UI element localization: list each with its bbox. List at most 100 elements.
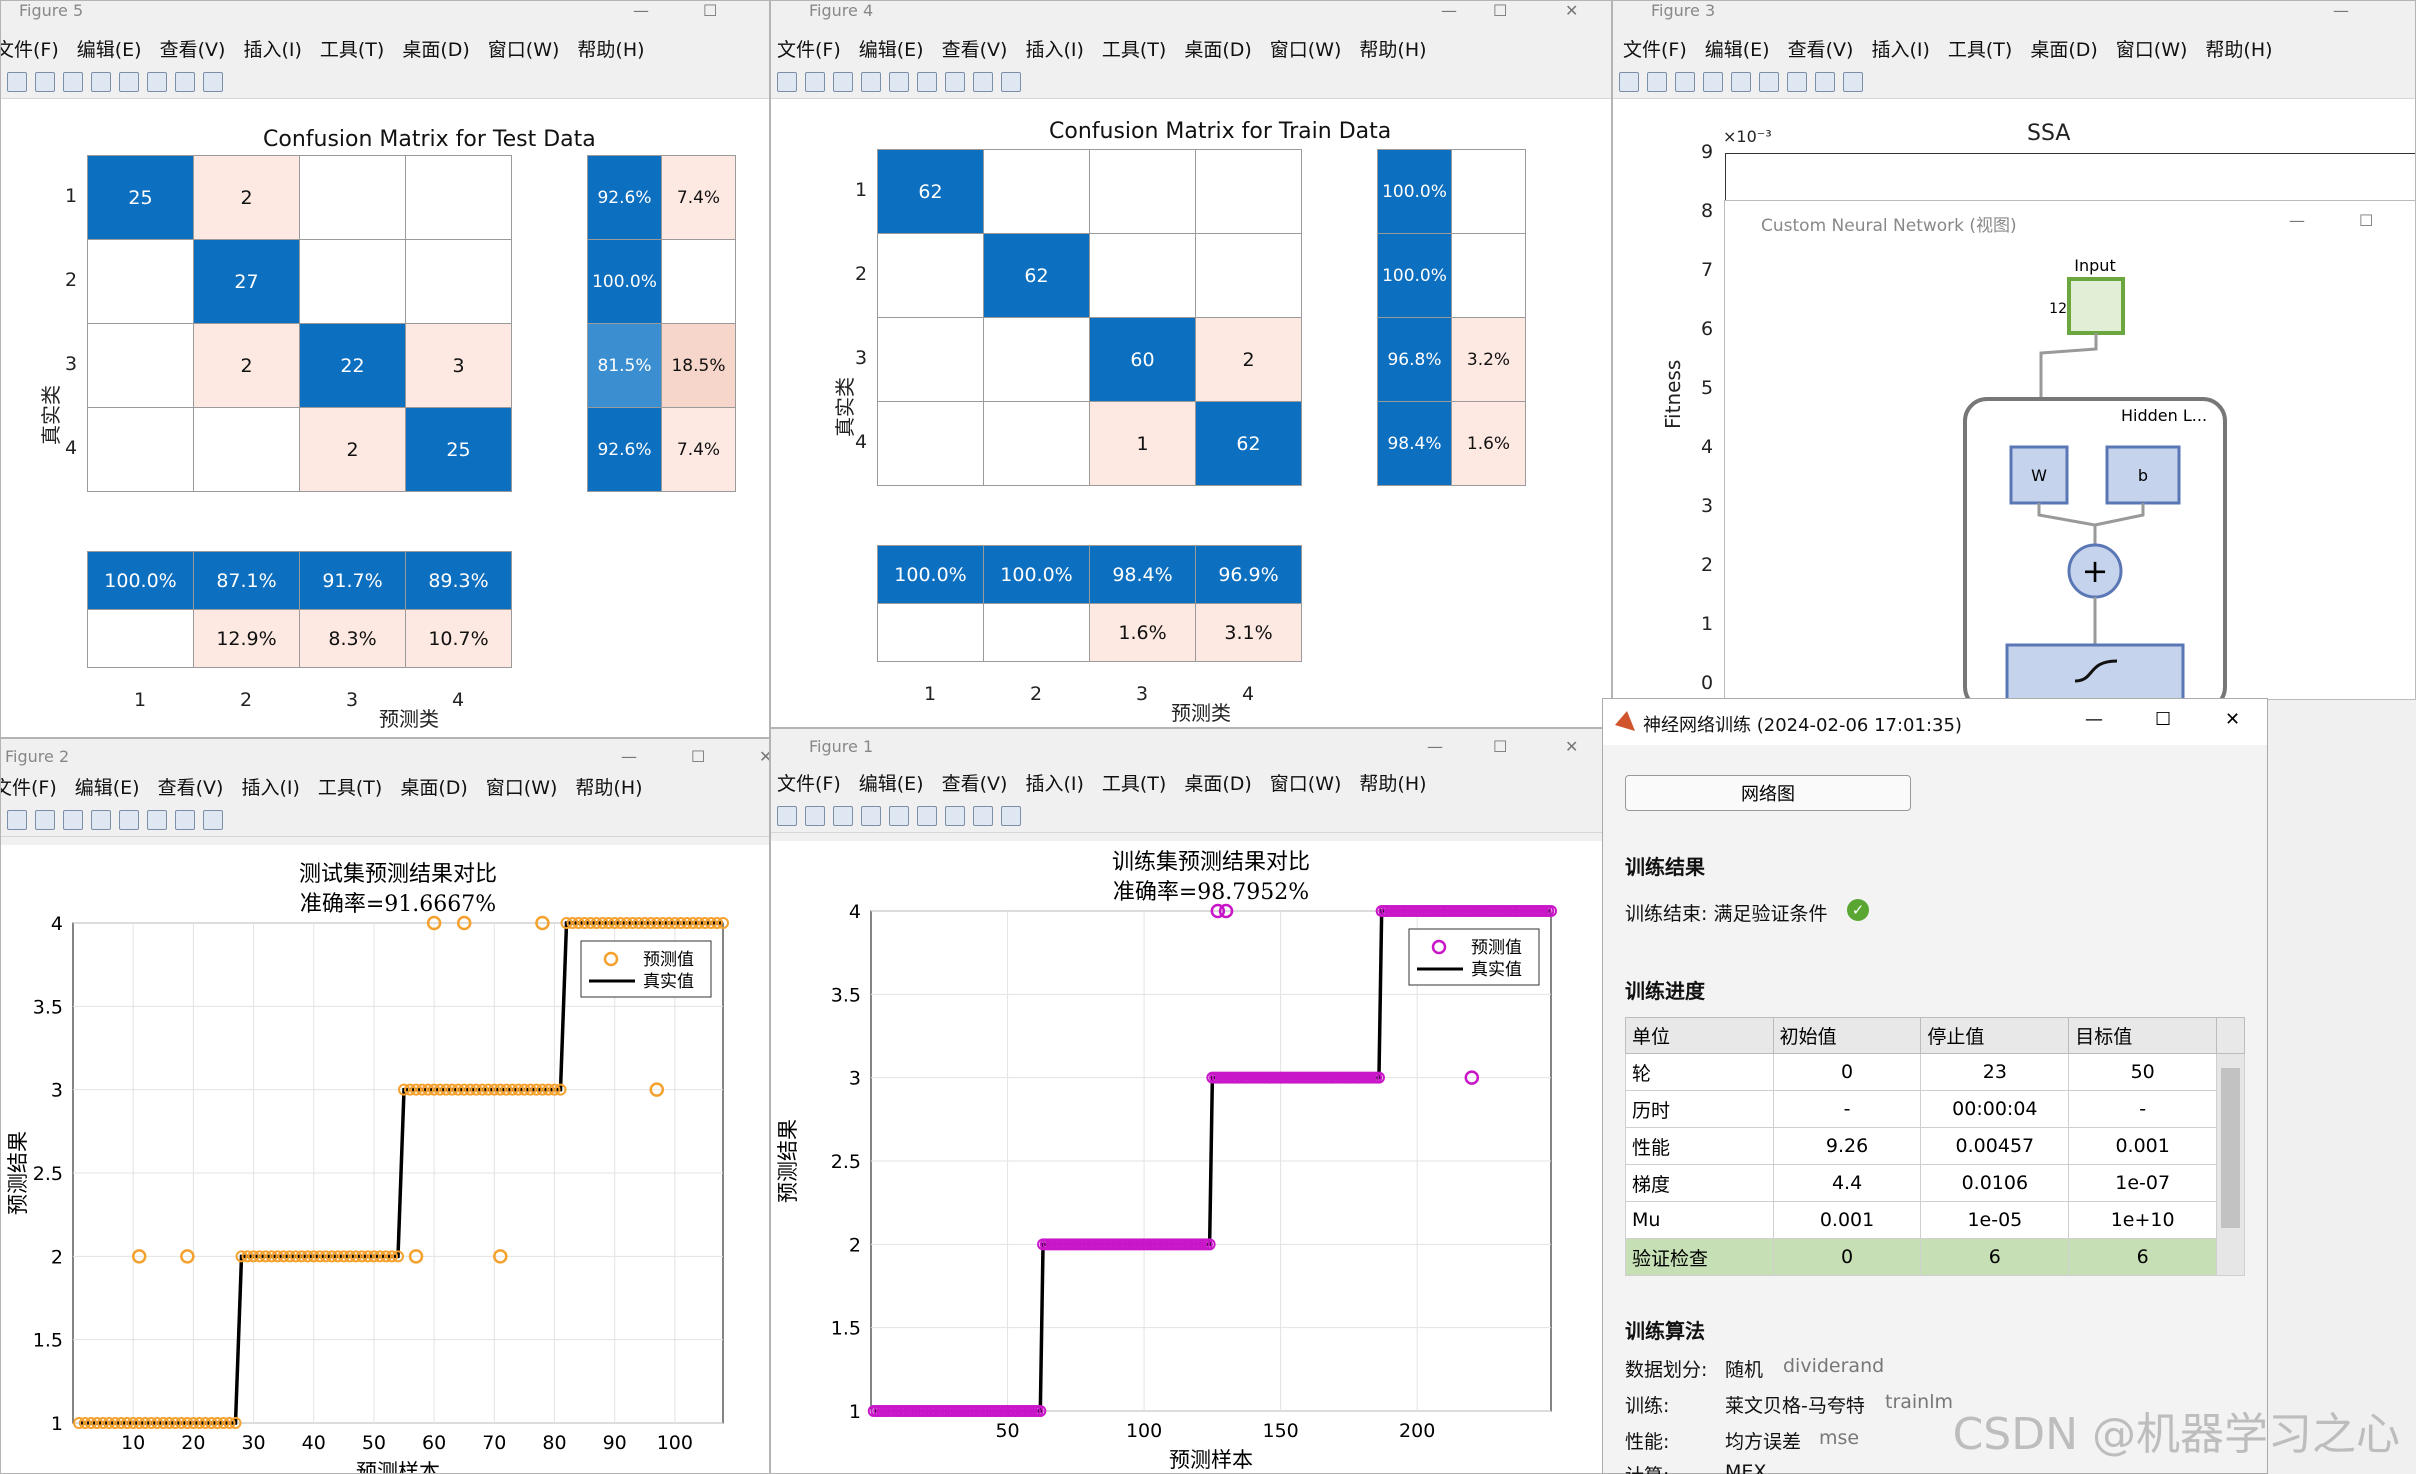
menu-edit[interactable]: 编辑(E) [858,772,924,795]
print-icon[interactable] [861,805,881,826]
pointer-icon[interactable] [175,71,195,92]
maximize-icon[interactable]: ☐ [703,1,718,20]
property-icon[interactable] [1001,805,1021,826]
link-icon[interactable] [91,809,111,830]
network-diagram-button[interactable]: 网络图 [1625,775,1911,811]
menu-file[interactable]: 文件(F) [1623,38,1687,61]
menu-edit[interactable]: 编辑(E) [74,776,140,799]
close-icon[interactable]: ✕ [2225,709,2241,730]
menu-desktop[interactable]: 桌面(D) [1184,38,1252,61]
scrollbar-thumb[interactable] [2221,1068,2240,1228]
property-icon[interactable] [1843,71,1863,92]
legend-icon[interactable] [147,71,167,92]
legend-icon[interactable] [147,809,167,830]
maximize-icon[interactable]: ☐ [2155,709,2172,730]
close-icon[interactable]: ✕ [1565,737,1579,756]
open-icon[interactable] [7,71,27,92]
menu-file[interactable]: 文件(F) [0,38,59,61]
minimize-icon[interactable]: — [621,747,637,766]
menu-window[interactable]: 窗口(W) [1269,38,1342,61]
new-icon[interactable] [777,71,797,92]
menu-desktop[interactable]: 桌面(D) [2030,38,2098,61]
open-icon[interactable] [805,71,825,92]
property-icon[interactable] [1001,71,1021,92]
pointer-icon[interactable] [1815,71,1835,92]
menu-help[interactable]: 帮助(H) [575,776,643,799]
minimize-icon[interactable]: — [2289,211,2305,230]
menu-window[interactable]: 窗口(W) [1269,772,1342,795]
menu-help[interactable]: 帮助(H) [1359,38,1427,61]
menu-tools[interactable]: 工具(T) [1101,38,1167,61]
menu-tools[interactable]: 工具(T) [1101,772,1167,795]
menu-insert[interactable]: 插入(I) [1025,38,1084,61]
minimize-icon[interactable]: — [2333,1,2349,20]
minimize-icon[interactable]: — [633,1,649,20]
legend-icon[interactable] [1787,71,1807,92]
link-icon[interactable] [1731,71,1751,92]
colorbar-icon[interactable] [917,805,937,826]
print-icon[interactable] [1703,71,1723,92]
menu-insert[interactable]: 插入(I) [243,38,302,61]
menu-edit[interactable]: 编辑(E) [858,38,924,61]
menu-window[interactable]: 窗口(W) [2115,38,2188,61]
new-icon[interactable] [777,805,797,826]
maximize-icon[interactable]: ☐ [691,747,706,766]
menu-tools[interactable]: 工具(T) [317,776,383,799]
menu-view[interactable]: 查看(V) [159,38,226,61]
minimize-icon[interactable]: — [2085,709,2103,730]
menu-view[interactable]: 查看(V) [157,776,224,799]
save-icon[interactable] [35,809,55,830]
menu-view[interactable]: 查看(V) [941,772,1008,795]
menu-insert[interactable]: 插入(I) [241,776,300,799]
minimize-icon[interactable]: — [1441,1,1457,20]
menu-desktop[interactable]: 桌面(D) [1184,772,1252,795]
menu-insert[interactable]: 插入(I) [1871,38,1930,61]
save-icon[interactable] [833,71,853,92]
menu-window[interactable]: 窗口(W) [485,776,558,799]
print-icon[interactable] [861,71,881,92]
maximize-icon[interactable]: ☐ [2359,211,2374,230]
legend-icon[interactable] [945,71,965,92]
menu-desktop[interactable]: 桌面(D) [400,776,468,799]
menu-view[interactable]: 查看(V) [941,38,1008,61]
legend-icon[interactable] [945,805,965,826]
print-icon[interactable] [63,809,83,830]
menu-edit[interactable]: 编辑(E) [1704,38,1770,61]
menu-insert[interactable]: 插入(I) [1025,772,1084,795]
menu-tools[interactable]: 工具(T) [319,38,385,61]
close-icon[interactable]: ✕ [1565,1,1579,20]
menu-window[interactable]: 窗口(W) [487,38,560,61]
link-icon[interactable] [889,805,909,826]
pointer-icon[interactable] [175,809,195,830]
menu-help[interactable]: 帮助(H) [1359,772,1427,795]
link-icon[interactable] [889,71,909,92]
pointer-icon[interactable] [973,71,993,92]
open-icon[interactable] [1647,71,1667,92]
colorbar-icon[interactable] [119,809,139,830]
open-icon[interactable] [7,809,27,830]
table-scrollbar[interactable] [2216,1053,2245,1276]
menu-help[interactable]: 帮助(H) [2205,38,2273,61]
save-icon[interactable] [833,805,853,826]
colorbar-icon[interactable] [917,71,937,92]
menu-view[interactable]: 查看(V) [1787,38,1854,61]
menu-help[interactable]: 帮助(H) [577,38,645,61]
close-icon[interactable]: ✕ [759,747,769,766]
colorbar-icon[interactable] [1759,71,1779,92]
menu-file[interactable]: 文件(F) [777,38,841,61]
link-icon[interactable] [91,71,111,92]
save-icon[interactable] [1675,71,1695,92]
pointer-icon[interactable] [973,805,993,826]
maximize-icon[interactable]: ☐ [1493,737,1508,756]
menu-file[interactable]: 文件(F) [1,776,57,799]
print-icon[interactable] [63,71,83,92]
menu-desktop[interactable]: 桌面(D) [402,38,470,61]
menu-tools[interactable]: 工具(T) [1947,38,2013,61]
property-icon[interactable] [203,809,223,830]
minimize-icon[interactable]: — [1427,737,1443,756]
maximize-icon[interactable]: ☐ [1493,1,1508,20]
save-icon[interactable] [35,71,55,92]
menu-edit[interactable]: 编辑(E) [76,38,142,61]
property-icon[interactable] [203,71,223,92]
menu-file[interactable]: 文件(F) [777,772,841,795]
